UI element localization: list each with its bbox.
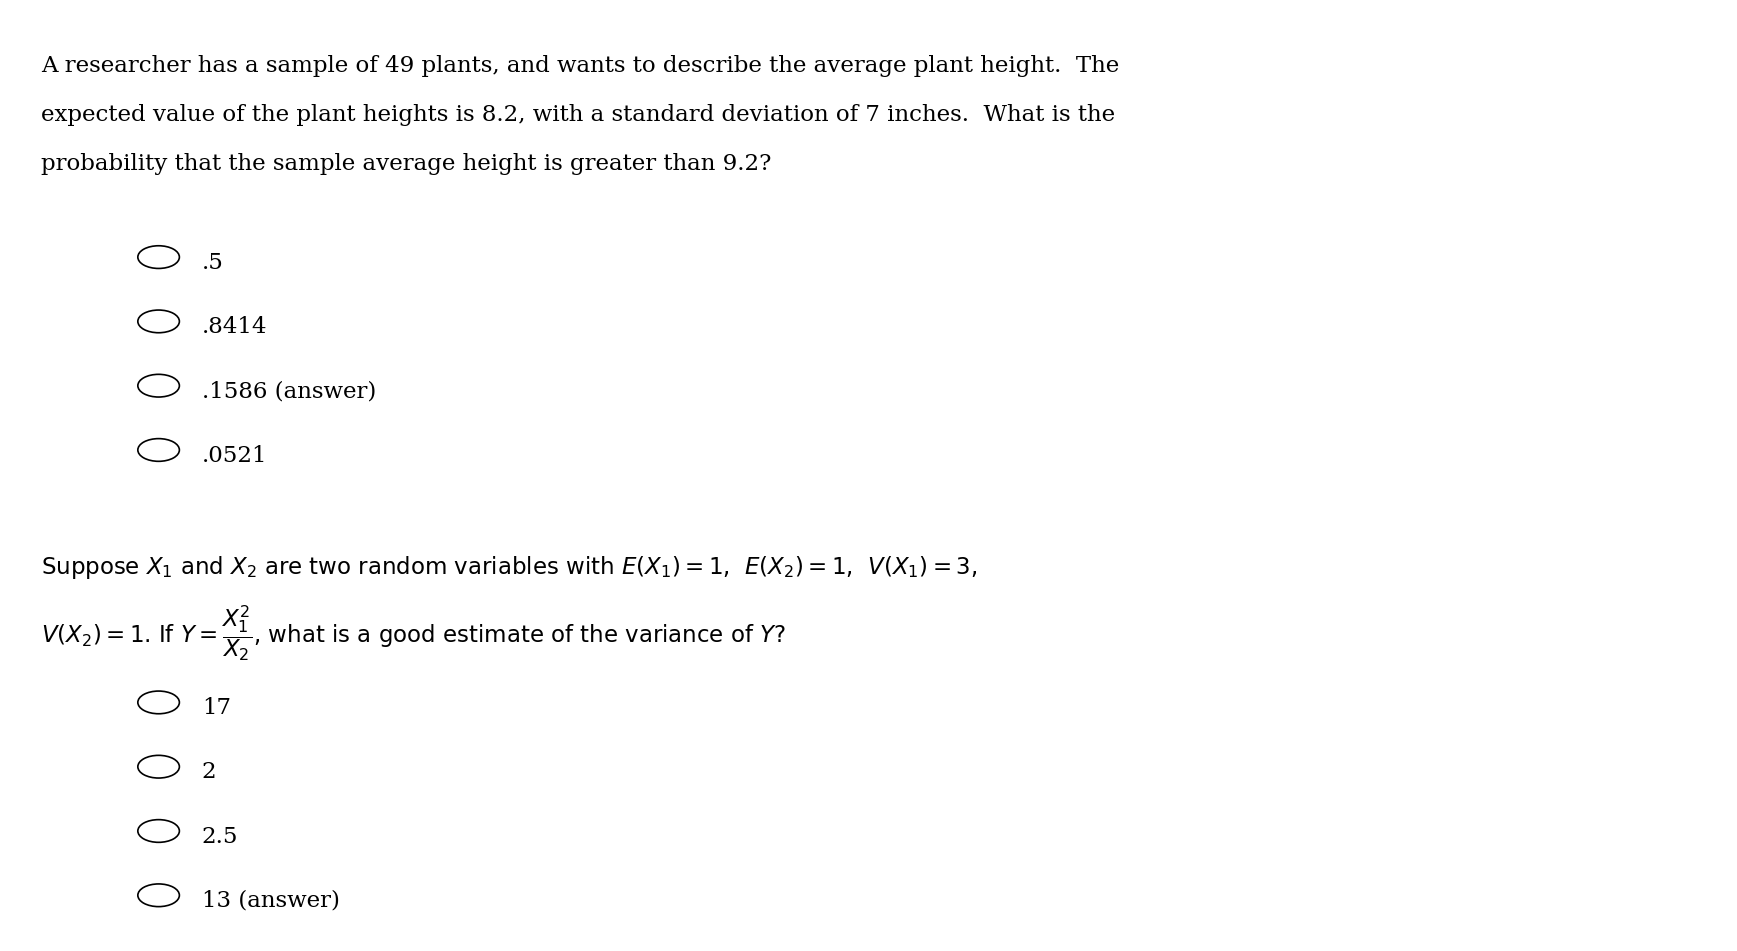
Text: 13 (answer): 13 (answer) <box>201 890 340 912</box>
Text: expected value of the plant heights is 8.2, with a standard deviation of 7 inche: expected value of the plant heights is 8… <box>42 104 1115 126</box>
Text: 17: 17 <box>201 697 231 719</box>
Text: 2: 2 <box>201 762 217 784</box>
Text: .8414: .8414 <box>201 316 267 338</box>
Text: Suppose $X_1$ and $X_2$ are two random variables with $E(X_1) = 1$,  $E(X_2) = 1: Suppose $X_1$ and $X_2$ are two random v… <box>42 554 978 581</box>
Text: A researcher has a sample of 49 plants, and wants to describe the average plant : A researcher has a sample of 49 plants, … <box>42 55 1119 77</box>
Text: probability that the sample average height is greater than 9.2?: probability that the sample average heig… <box>42 153 771 175</box>
Text: .5: .5 <box>201 252 224 274</box>
Text: .0521: .0521 <box>201 445 267 467</box>
Text: $V(X_2) = 1$. If $Y = \dfrac{X_1^2}{X_2}$, what is a good estimate of the varian: $V(X_2) = 1$. If $Y = \dfrac{X_1^2}{X_2}… <box>42 603 785 663</box>
Text: 2.5: 2.5 <box>201 825 238 847</box>
Text: .1586 (answer): .1586 (answer) <box>201 380 377 402</box>
